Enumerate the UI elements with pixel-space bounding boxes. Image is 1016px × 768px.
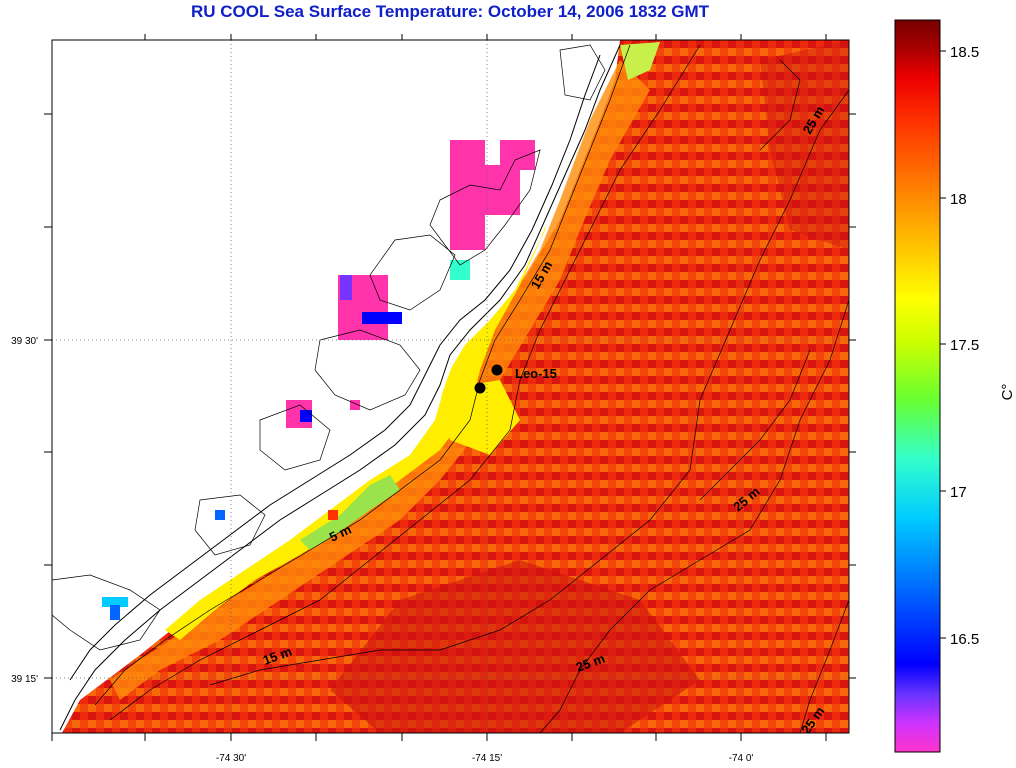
marsh-outline: [194, 494, 266, 556]
depth-contour: [799, 599, 849, 733]
sst-anomaly-pixel: [110, 605, 120, 620]
sst-anomaly-pixel: [500, 140, 535, 170]
sst-anomaly-pixel: [215, 510, 225, 520]
station-marker[interactable]: [491, 364, 503, 376]
sst-anomaly-pixel: [485, 165, 520, 215]
colorbar: [894, 19, 941, 753]
colorbar-tick-label: 17.5: [950, 337, 979, 354]
coastline: [59, 44, 621, 731]
colorbar-tick-label: 18: [950, 191, 967, 208]
depth-contour: [759, 59, 801, 151]
lat-tick-label: 39 30': [11, 336, 38, 347]
plot-frame: [51, 39, 850, 734]
sst-anomaly-pixel: [450, 260, 470, 280]
depth-contour: [94, 44, 631, 706]
marsh-outline: [52, 574, 161, 651]
lat-tick-label: 39 15': [11, 674, 38, 685]
coastline: [69, 54, 601, 681]
sst-anomaly-pixel: [350, 400, 360, 410]
marsh-outline: [559, 44, 606, 101]
gridlines: [52, 40, 849, 733]
marsh-outline: [369, 234, 456, 311]
depth-contour: [539, 299, 849, 733]
depth-contour: [699, 349, 811, 501]
sst-anomaly-pixel: [102, 597, 128, 607]
sst-nearshore-band: [110, 60, 650, 700]
sst-green-patch: [620, 42, 660, 80]
station-marker[interactable]: [474, 382, 486, 394]
marsh-outline: [314, 329, 421, 411]
sst-field: 5 m 15 m 15 m 25 m 25 m 25 m 25 m Leo-15: [52, 40, 849, 733]
marsh-outline: [429, 149, 541, 266]
marsh-outline: [259, 404, 331, 471]
colorbar-ticks: [940, 50, 946, 639]
sst-warm-zone: [760, 40, 849, 250]
colorbar-unit: C°: [999, 384, 1016, 401]
sst-warm-zone: [330, 560, 700, 733]
depth-contour: [109, 44, 701, 721]
sst-anomaly-pixel: [340, 275, 352, 300]
sst-anomaly-pixel: [300, 410, 312, 422]
map-title: RU COOL Sea Surface Temperature: October…: [190, 2, 710, 21]
station-label: Leo-15: [515, 366, 557, 381]
colorbar-tick-label: 16.5: [950, 631, 979, 648]
colorbar-tick-label: 18.5: [950, 44, 979, 61]
sst-anomaly-pixel: [362, 312, 402, 324]
sst-yellow-patch: [440, 380, 520, 455]
sst-anomaly-pixel: [328, 510, 338, 520]
colorbar-tick-label: 17: [950, 484, 967, 501]
sst-anomaly-pixel: [450, 140, 485, 250]
lon-tick-label: -74 15': [472, 753, 502, 764]
sst-green-patch: [300, 475, 400, 550]
depth-contour: [209, 89, 849, 686]
lon-tick-label: -74 30': [216, 753, 246, 764]
axis-ticks: [44, 34, 856, 741]
lon-tick-label: -74 0': [729, 753, 754, 764]
